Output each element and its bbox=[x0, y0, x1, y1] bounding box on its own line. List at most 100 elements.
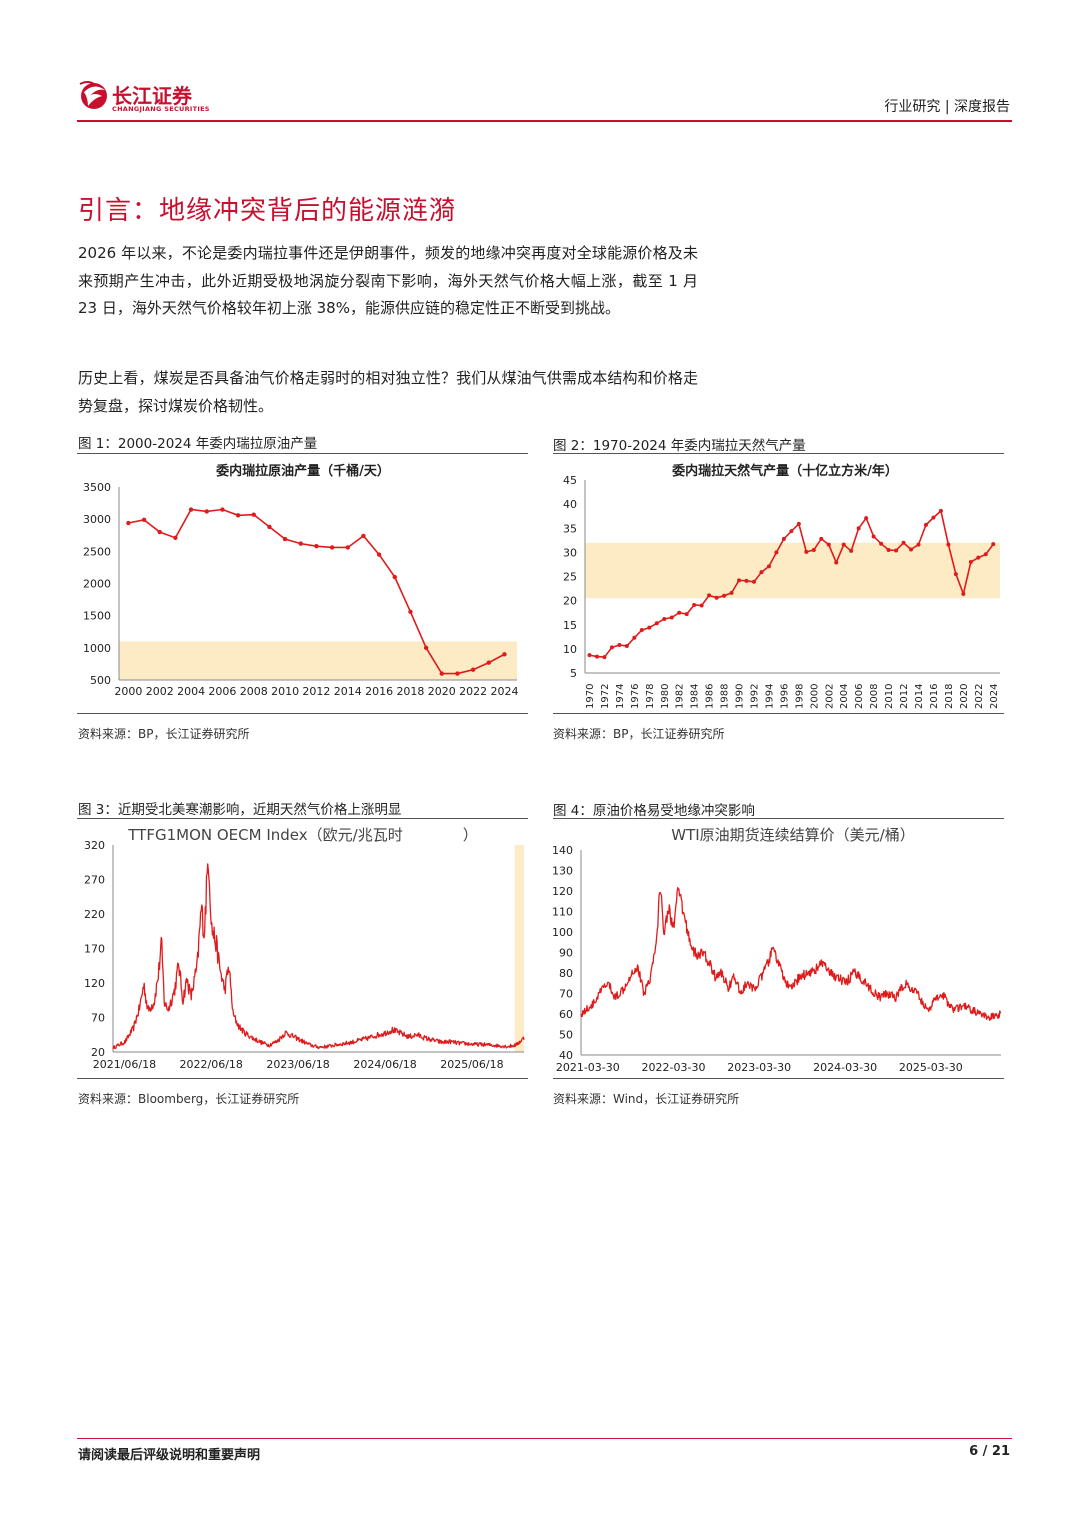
chart-2-x-tick: 1972 bbox=[600, 684, 611, 709]
chart-1-data-point bbox=[455, 671, 460, 676]
chart-1-data-point bbox=[439, 671, 444, 676]
chart-1-x-tick: 2012 bbox=[302, 685, 330, 698]
chart-1-x-tick: 2016 bbox=[365, 685, 393, 698]
chart-2-x-tick: 1980 bbox=[660, 684, 671, 709]
chart-2-x-tick: 1996 bbox=[779, 684, 790, 709]
figure-4-bottom-rule bbox=[553, 1078, 1004, 1079]
chart-1-data-point bbox=[361, 533, 366, 539]
chart-3-y-tick: 270 bbox=[84, 874, 105, 887]
chart-1-data-point bbox=[188, 507, 194, 512]
chart-venezuela-oil: 委内瑞拉原油产量（千桶/天） 500 1000 1500 2000 2500 3000 350… bbox=[83, 463, 518, 698]
chart-4-y-tick: 140 bbox=[553, 844, 573, 857]
figure-3-caption: 图 3：近期受北美寒潮影响，近期天然气价格上涨明显 bbox=[78, 802, 402, 818]
chart-1-data-point bbox=[173, 535, 178, 541]
chart-2-data-point bbox=[789, 529, 794, 534]
chart-2-x-tick: 2010 bbox=[884, 684, 895, 709]
chart-2-data-point bbox=[751, 579, 756, 584]
chart-2-data-point bbox=[766, 564, 771, 569]
chart-4-y-tick: 80 bbox=[559, 967, 573, 980]
chart-3-x-tick: 2021/06/18 bbox=[93, 1058, 156, 1071]
report-type: 行业研究 | 深度报告 bbox=[884, 99, 1010, 115]
figure-2-rule bbox=[553, 453, 1004, 454]
chart-2-x-tick: 2022 bbox=[974, 684, 985, 709]
chart-3-title: TTFG1MON OECM Index（欧元/兆瓦时 ） bbox=[127, 826, 477, 844]
chart-4-y-tick: 50 bbox=[559, 1029, 573, 1042]
chart-2-x-tick: 1988 bbox=[720, 684, 731, 709]
chart-2-x-tick: 1976 bbox=[630, 684, 641, 709]
chart-2-data-point bbox=[901, 540, 906, 545]
chart-2-data-point bbox=[684, 612, 689, 617]
chart-4-x-tick: 2024-03-30 bbox=[813, 1061, 877, 1074]
chart-2-data-point bbox=[774, 550, 779, 555]
chart-1-data-point bbox=[376, 552, 382, 557]
chart-2-data-point bbox=[632, 635, 637, 640]
chart-3-x-tick: 2022/06/18 bbox=[180, 1058, 243, 1071]
figure-1-bottom-rule bbox=[77, 713, 528, 714]
chart-1-data-point bbox=[204, 509, 209, 514]
chart-2-data-point bbox=[983, 552, 988, 557]
chart-2-data-point bbox=[677, 610, 682, 615]
chart-1-data-point bbox=[157, 529, 162, 535]
chart-1-x-tick: 2018 bbox=[396, 685, 424, 698]
chart-2-data-point bbox=[594, 654, 599, 659]
chart-2-data-point bbox=[647, 625, 652, 630]
disclaimer-note: 请阅读最后评级说明和重要声明 bbox=[78, 1448, 261, 1463]
figure-3-source: 资料来源：Bloomberg，长江证券研究所 bbox=[78, 1092, 300, 1106]
chart-3-x-tick: 2024/06/18 bbox=[353, 1058, 416, 1071]
logo-mark-icon bbox=[79, 81, 107, 109]
chart-1-data-point bbox=[282, 536, 288, 542]
chart-1-title: 委内瑞拉原油产量（千桶/天） bbox=[215, 463, 390, 479]
chart-2-data-point bbox=[804, 549, 809, 554]
chart-2-x-tick: 1990 bbox=[735, 684, 746, 709]
chart-4-x-tick: 2023-03-30 bbox=[727, 1061, 791, 1074]
figure-1-caption: 图 1：2000-2024 年委内瑞拉原油产量 bbox=[78, 436, 318, 452]
chart-1-x-tick: 2014 bbox=[334, 685, 362, 698]
chart-2-data-point bbox=[662, 616, 667, 621]
chart-2-data-point bbox=[849, 548, 854, 553]
chart-2-data-point bbox=[886, 547, 891, 552]
chart-2-data-point bbox=[759, 570, 764, 575]
chart-1-x-tick: 2006 bbox=[208, 685, 236, 698]
chart-2-data-point bbox=[692, 602, 697, 607]
header-divider bbox=[77, 120, 1012, 122]
chart-1-y-tick: 1500 bbox=[83, 610, 111, 623]
chart-1-data-point bbox=[298, 541, 303, 546]
chart-venezuela-gas: 委内瑞拉天然气产量（十亿立方米/年） 5 10 15 20 25 30 35 40 45 1970 1… bbox=[563, 463, 1000, 709]
chart-2-data-point bbox=[722, 593, 727, 598]
chart-2-data-point bbox=[841, 542, 846, 547]
chart-1-x-tick: 2008 bbox=[240, 685, 268, 698]
chart-2-data-point bbox=[796, 521, 801, 526]
chart-4-title: WTI原油期货连续结算价（美元/桶） bbox=[671, 826, 914, 844]
chart-2-data-point bbox=[639, 628, 644, 633]
chart-1-x-tick: 2024 bbox=[490, 685, 518, 698]
chart-1-data-point bbox=[126, 520, 131, 526]
chart-2-y-tick: 10 bbox=[563, 643, 577, 656]
chart-3-x-tick: 2023/06/18 bbox=[266, 1058, 329, 1071]
chart-4-x-tick: 2025-03-30 bbox=[899, 1061, 963, 1074]
chart-2-data-point bbox=[894, 548, 899, 553]
chart-2-data-point bbox=[923, 522, 928, 527]
logo-en-text: CHANGJIANG SECURITIES bbox=[112, 105, 210, 113]
chart-2-data-point bbox=[699, 603, 704, 608]
chart-2-data-point bbox=[609, 645, 614, 650]
chart-2-x-tick: 1970 bbox=[585, 684, 596, 709]
chart-2-data-point bbox=[871, 534, 876, 539]
chart-1-y-tick: 2500 bbox=[83, 545, 111, 558]
chart-2-x-tick: 1992 bbox=[749, 684, 760, 709]
chart-3-y-tick: 170 bbox=[84, 943, 105, 956]
chart-2-x-tick: 2000 bbox=[809, 684, 820, 709]
logo-cn-text: 长江证券 bbox=[112, 84, 192, 108]
chart-1-data-point bbox=[486, 660, 491, 665]
chart-2-x-tick: 2018 bbox=[944, 684, 955, 709]
figure-3-bottom-rule bbox=[77, 1078, 528, 1079]
intro-paragraph-1: 2026 年以来，不论是委内瑞拉事件还是伊朗事件，频发的地缘冲突再度对全球能源价… bbox=[78, 244, 698, 317]
chart-2-data-point bbox=[879, 541, 884, 546]
chart-2-data-point bbox=[617, 643, 622, 648]
chart-3-y-tick: 120 bbox=[84, 977, 105, 990]
page-number: 6 / 21 bbox=[969, 1444, 1010, 1459]
chart-2-x-tick: 2024 bbox=[989, 684, 1000, 709]
chart-3-y-tick: 20 bbox=[91, 1046, 105, 1059]
figure-4-caption: 图 4：原油价格易受地缘冲突影响 bbox=[553, 803, 755, 819]
chart-2-x-tick: 1998 bbox=[794, 684, 805, 709]
chart-4-y-tick: 100 bbox=[553, 926, 573, 939]
